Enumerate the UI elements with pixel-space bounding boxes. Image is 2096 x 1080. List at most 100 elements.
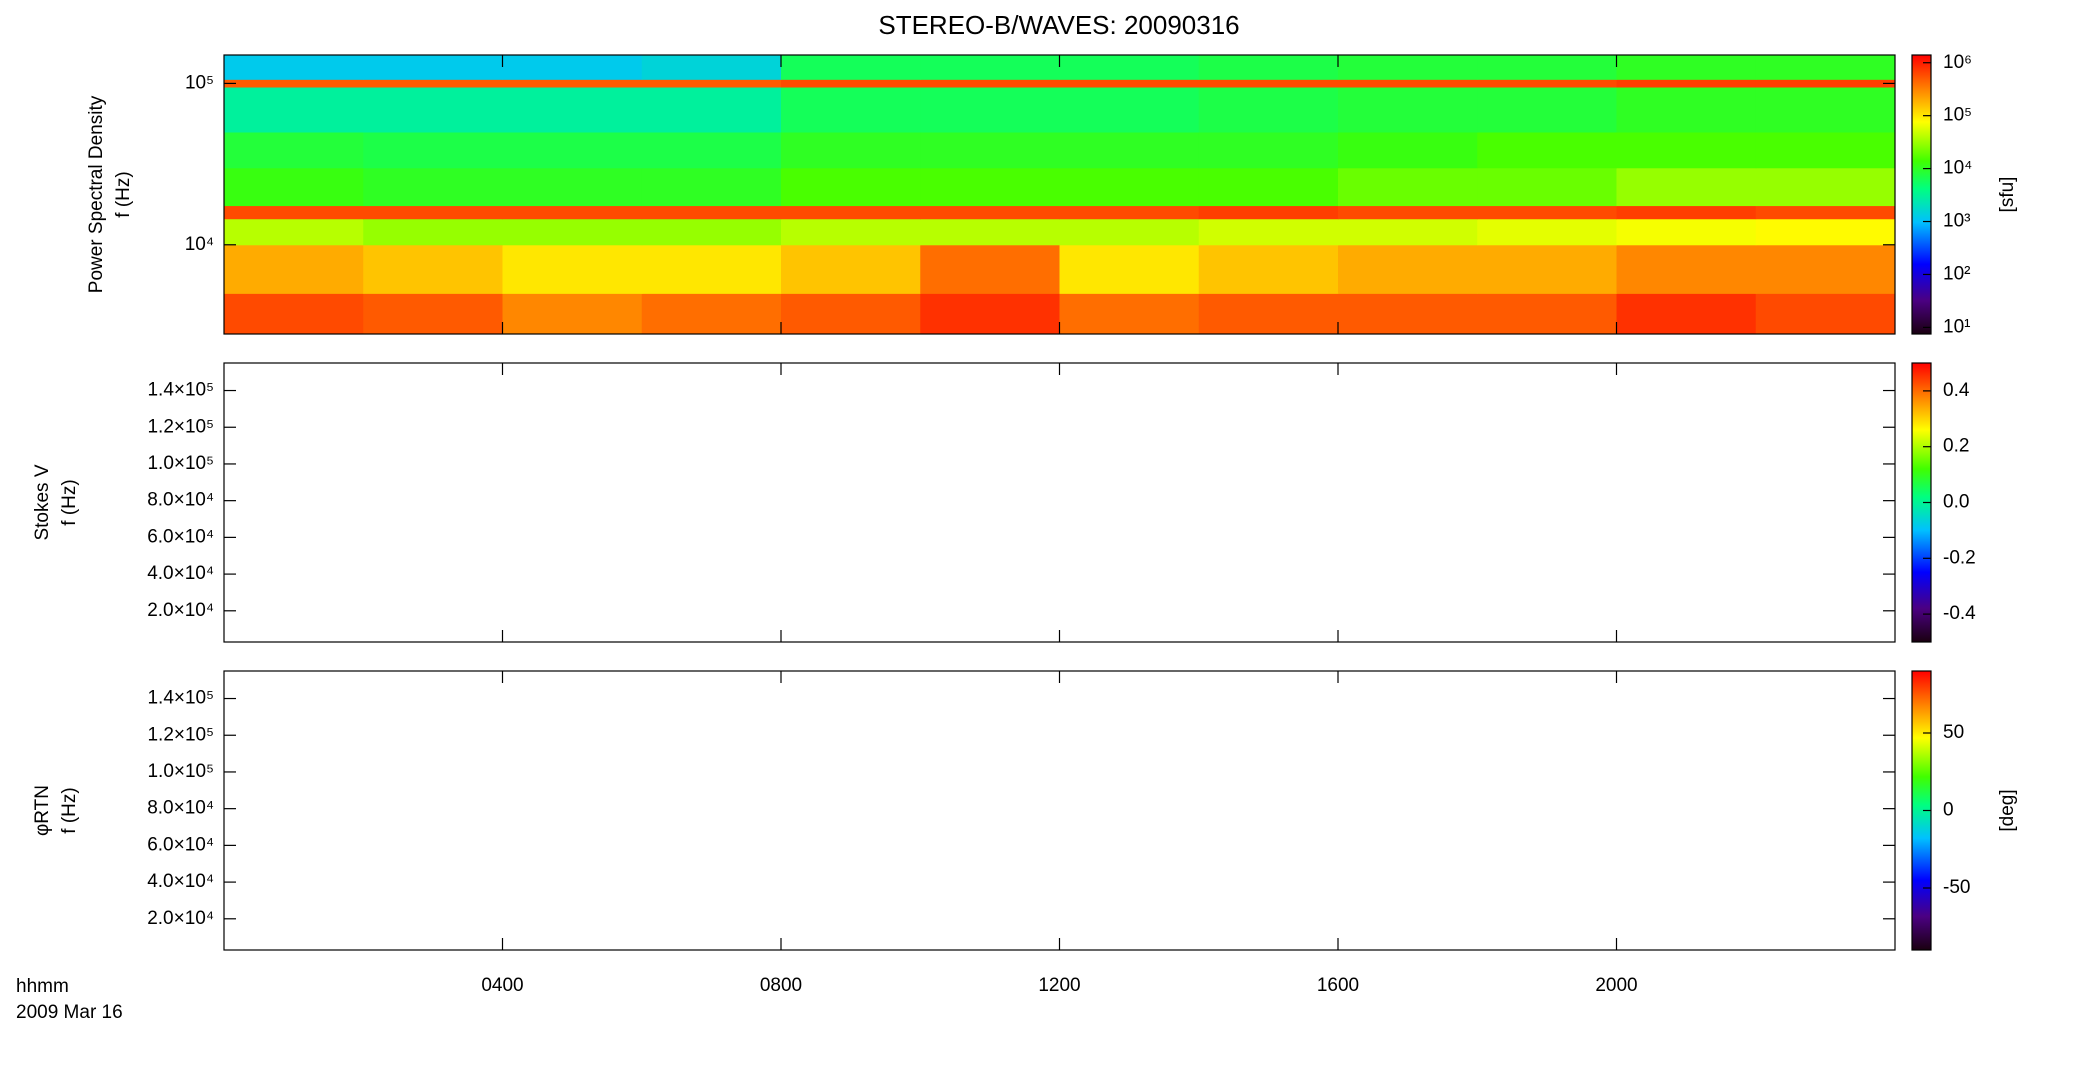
heatmap-cell [1616, 205, 1757, 220]
heatmap-cell [502, 79, 643, 88]
heatmap-cell [920, 293, 1060, 335]
heatmap-cell [1755, 244, 1896, 294]
heatmap-cell [1616, 55, 1757, 80]
heatmap-cell [1477, 218, 1617, 246]
colorbar-tick-label: 10⁴ [1943, 158, 1972, 179]
colorbar-tick-label: 50 [1943, 722, 1964, 743]
heatmap-cell [1338, 218, 1478, 246]
heatmap-cell [1059, 244, 1200, 294]
heatmap-cell [641, 293, 782, 335]
heatmap-cell [920, 55, 1060, 80]
y-tick-label: 1.2×10⁵ [147, 724, 214, 745]
heatmap-cell [1338, 293, 1478, 335]
heatmap-cell [1198, 167, 1339, 207]
colorbar-tick-label: -0.2 [1943, 547, 1976, 568]
heatmap-cell [502, 87, 643, 133]
heatmap-cell [1755, 167, 1896, 207]
heatmap-cell [1338, 55, 1478, 80]
heatmap-cell [1755, 87, 1896, 133]
colorbar-tick-label: 0 [1943, 800, 1954, 821]
heatmap-cell [641, 79, 782, 88]
heatmap-cell [781, 167, 921, 207]
heatmap-cell [781, 205, 921, 220]
heatmap-cell [502, 218, 643, 246]
heatmap-cell [363, 205, 503, 220]
y-axis-label: Power Spectral Density [86, 95, 107, 293]
heatmap-cell [1616, 131, 1757, 169]
heatmap-cell [1477, 244, 1617, 294]
heatmap-cell [1059, 79, 1200, 88]
heatmap-cell [224, 79, 364, 88]
colorbar-tick-label: -50 [1943, 877, 1970, 898]
colorbar [1912, 363, 1931, 642]
heatmap-cell [1477, 79, 1617, 88]
heatmap-cell [363, 131, 503, 169]
heatmap-cell [363, 293, 503, 335]
heatmap-cell [641, 55, 782, 80]
colorbar [1912, 671, 1931, 950]
heatmap-cell [363, 79, 503, 88]
heatmap-cell [920, 131, 1060, 169]
y-tick-label: 4.0×10⁴ [147, 563, 214, 584]
heatmap-cell [1059, 167, 1200, 207]
y-tick-label: 2.0×10⁴ [147, 908, 214, 929]
heatmap-cell [1059, 131, 1200, 169]
heatmap-cell [363, 87, 503, 133]
colorbar-tick-label: 10⁶ [1943, 52, 1972, 73]
heatmap-cell [363, 218, 503, 246]
heatmap-cell [1338, 167, 1478, 207]
heatmap-cell [224, 131, 364, 169]
heatmap-cell [224, 244, 364, 294]
heatmap-cell [1338, 87, 1478, 133]
heatmap-cell [502, 205, 643, 220]
plot-frame [223, 670, 1896, 951]
heatmap-cell [363, 55, 503, 80]
heatmap-cell [1198, 293, 1339, 335]
heatmap-cell [1198, 55, 1339, 80]
heatmap-cell [1616, 244, 1757, 294]
heatmap-cell [1477, 167, 1617, 207]
heatmap-cell [1338, 205, 1478, 220]
heatmap-cell [1198, 205, 1339, 220]
heatmap-cell [1616, 293, 1757, 335]
heatmap-cell [502, 293, 643, 335]
heatmap-cell [1616, 79, 1757, 88]
heatmap-cell [1755, 293, 1896, 335]
heatmap-cell [781, 131, 921, 169]
y-tick-label: 6.0×10⁴ [147, 526, 214, 547]
y-axis-label: Stokes V [32, 464, 53, 540]
heatmap-cell [1755, 218, 1896, 246]
x-tick-label: 1600 [1317, 975, 1359, 996]
colorbar-tick-label: 10⁵ [1943, 105, 1972, 126]
heatmap-cell [1755, 131, 1896, 169]
heatmap-cell [502, 244, 643, 294]
colorbar-tick-label: 10¹ [1943, 316, 1970, 337]
y-tick-label: 1.0×10⁵ [147, 761, 214, 782]
x-tick-label: 0400 [481, 975, 523, 996]
heatmap-cell [363, 167, 503, 207]
heatmap-cell [641, 218, 782, 246]
heatmap-cell [1338, 131, 1478, 169]
heatmap-cell [1616, 167, 1757, 207]
colorbar-label: [deg] [1997, 789, 2018, 831]
heatmap-cell [1059, 55, 1200, 80]
y-tick-label: 2.0×10⁴ [147, 600, 214, 621]
heatmap-cell [1755, 55, 1896, 80]
heatmap-cell [781, 55, 921, 80]
heatmap-cell [641, 167, 782, 207]
heatmap-cell [1755, 79, 1896, 88]
y-tick-label: 8.0×10⁴ [147, 490, 214, 511]
colorbar-tick-label: -0.4 [1943, 603, 1976, 624]
colorbar-tick-label: 0.2 [1943, 436, 1969, 457]
x-axis-label: hhmm [16, 976, 69, 997]
plot-frame [223, 362, 1896, 643]
colorbar [1912, 55, 1931, 334]
heatmap-cell [1198, 131, 1339, 169]
heatmap-cell [641, 205, 782, 220]
y-tick-label: 10⁴ [185, 234, 214, 255]
y-axis-label: f (Hz) [59, 787, 80, 833]
colorbar-frame [1911, 54, 1932, 335]
heatmap-cell [224, 205, 364, 220]
